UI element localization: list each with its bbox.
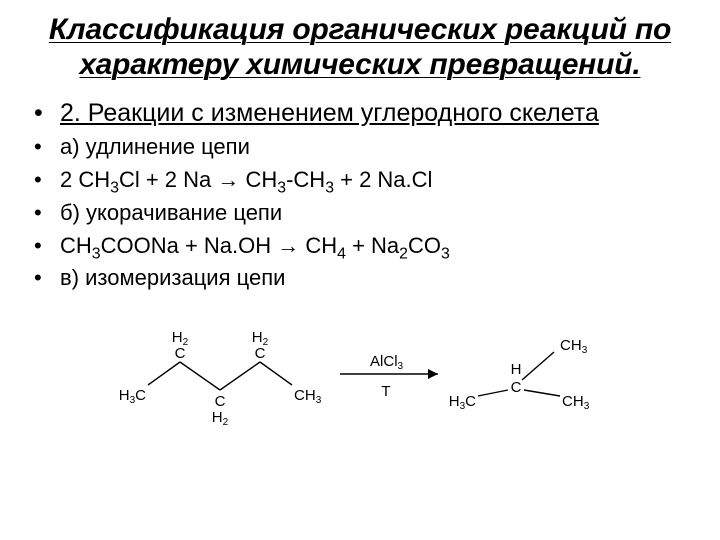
item-a-label: а) удлинение цепи (60, 132, 698, 163)
bullet-icon: • (30, 263, 60, 294)
svg-text:T: T (381, 383, 390, 400)
reaction-diagram-wrap: H3CCH3H2CH2CCH2AlCl3TH3CCH3CH3CH (22, 302, 698, 442)
svg-text:C: C (215, 393, 226, 410)
svg-text:CH3: CH3 (560, 337, 588, 356)
slide-title: Классификация органических реакций по ха… (22, 12, 698, 83)
svg-text:C: C (175, 345, 186, 362)
item-c-label: в) изомеризация цепи (60, 263, 698, 294)
bullet-icon: • (30, 231, 60, 262)
bullet-icon: • (30, 198, 60, 229)
svg-text:CH3: CH3 (562, 393, 590, 412)
bullet-list: • 2. Реакции с изменением углеродного ск… (22, 97, 698, 294)
svg-text:C: C (255, 345, 266, 362)
slide: Классификация органических реакций по ха… (0, 0, 720, 540)
item-b-label: б) укорачивание цепи (60, 198, 698, 229)
item-a-equation: 2 CH3Cl + 2 Na → CH3-CH3 + 2 Na.Cl (60, 165, 698, 196)
bullet-icon: • (30, 132, 60, 163)
bullet-icon: • (30, 97, 60, 131)
reaction-diagram: H3CCH3H2CH2CCH2AlCl3TH3CCH3CH3CH (100, 302, 620, 442)
svg-text:AlCl3: AlCl3 (370, 353, 404, 372)
subheading: 2. Реакции с изменением углеродного скел… (60, 97, 698, 131)
svg-text:CH3: CH3 (294, 387, 322, 406)
svg-text:H2: H2 (212, 409, 229, 428)
svg-text:C: C (511, 379, 522, 396)
list-item: • а) удлинение цепи (30, 132, 698, 163)
list-item: • б) укорачивание цепи (30, 198, 698, 229)
svg-text:H: H (511, 361, 522, 378)
svg-text:H3C: H3C (449, 393, 476, 412)
list-item: • 2 CH3Cl + 2 Na → CH3-CH3 + 2 Na.Cl (30, 165, 698, 196)
bullet-icon: • (30, 165, 60, 196)
list-item: • в) изомеризация цепи (30, 263, 698, 294)
svg-text:H3C: H3C (119, 387, 146, 406)
list-item: • CH3COONa + Na.OH → CH4 + Na2CO3 (30, 231, 698, 262)
item-b-equation: CH3COONa + Na.OH → CH4 + Na2CO3 (60, 231, 698, 262)
list-item: • 2. Реакции с изменением углеродного ск… (30, 97, 698, 131)
